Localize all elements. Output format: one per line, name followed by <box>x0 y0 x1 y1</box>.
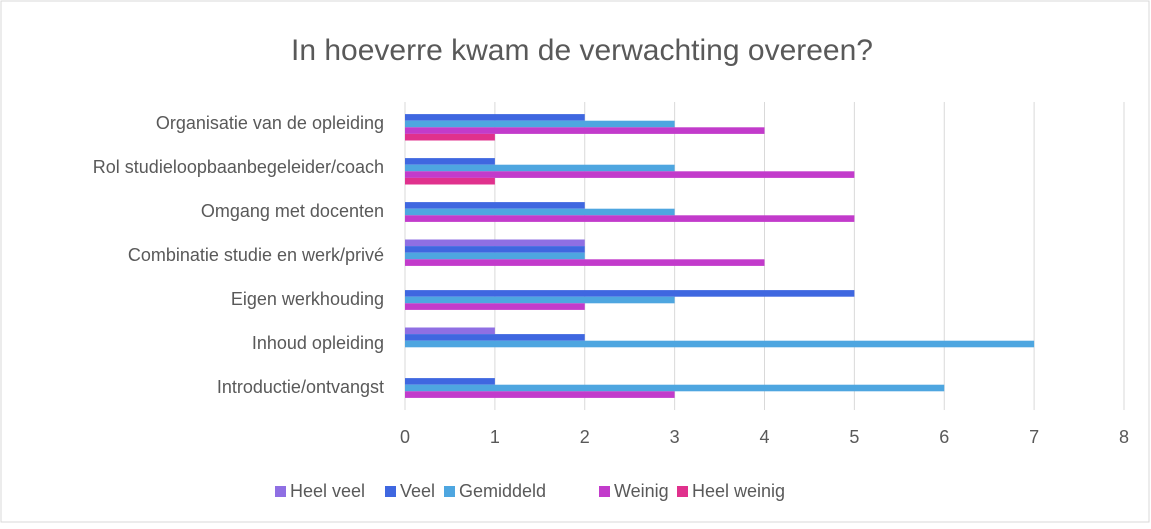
legend-swatch <box>275 486 286 497</box>
bar <box>405 158 495 165</box>
x-tick-label: 4 <box>759 427 769 447</box>
bar <box>405 327 495 335</box>
bar <box>405 239 585 247</box>
bar <box>405 384 945 392</box>
bar <box>405 290 855 297</box>
legend-label: Heel weinig <box>692 481 785 501</box>
bar <box>405 246 585 253</box>
y-tick-label: Introductie/ontvangst <box>217 377 384 397</box>
bar <box>405 303 585 310</box>
x-tick-label: 8 <box>1119 427 1129 447</box>
bar <box>405 252 585 260</box>
x-tick-label: 5 <box>849 427 859 447</box>
bar <box>405 334 585 341</box>
bar <box>405 120 675 128</box>
y-tick-label: Eigen werkhouding <box>231 289 384 309</box>
legend-swatch <box>677 486 688 497</box>
bar <box>405 127 765 134</box>
legend-label: Heel veel <box>290 481 365 501</box>
bar <box>405 164 675 172</box>
bar <box>405 259 765 266</box>
legend-swatch <box>444 486 455 497</box>
legend-label: Veel <box>400 481 435 501</box>
chart-title: In hoeverre kwam de verwachting overeen? <box>291 34 873 67</box>
bar <box>405 208 675 216</box>
x-tick-label: 7 <box>1029 427 1039 447</box>
legend-swatch <box>385 486 396 497</box>
bar <box>405 340 1035 348</box>
x-tick-label: 1 <box>490 427 500 447</box>
bar <box>405 171 855 178</box>
legend-label: Gemiddeld <box>459 481 546 501</box>
bar <box>405 133 495 141</box>
legend-label: Weinig <box>614 481 669 501</box>
y-tick-label: Rol studieloopbaanbegeleider/coach <box>93 157 384 177</box>
x-tick-label: 6 <box>939 427 949 447</box>
y-tick-label: Combinatie studie en werk/privé <box>128 245 384 265</box>
bar <box>405 177 495 185</box>
bar <box>405 202 585 209</box>
bar <box>405 114 585 121</box>
x-tick-label: 0 <box>400 427 410 447</box>
bar <box>405 215 855 222</box>
y-tick-label: Organisatie van de opleiding <box>156 113 384 133</box>
x-tick-label: 2 <box>580 427 590 447</box>
x-tick-label: 3 <box>670 427 680 447</box>
bar <box>405 296 675 304</box>
legend-swatch <box>599 486 610 497</box>
y-tick-label: Omgang met docenten <box>201 201 384 221</box>
bar <box>405 378 495 385</box>
bar <box>405 391 675 398</box>
y-tick-label: Inhoud opleiding <box>252 333 384 353</box>
